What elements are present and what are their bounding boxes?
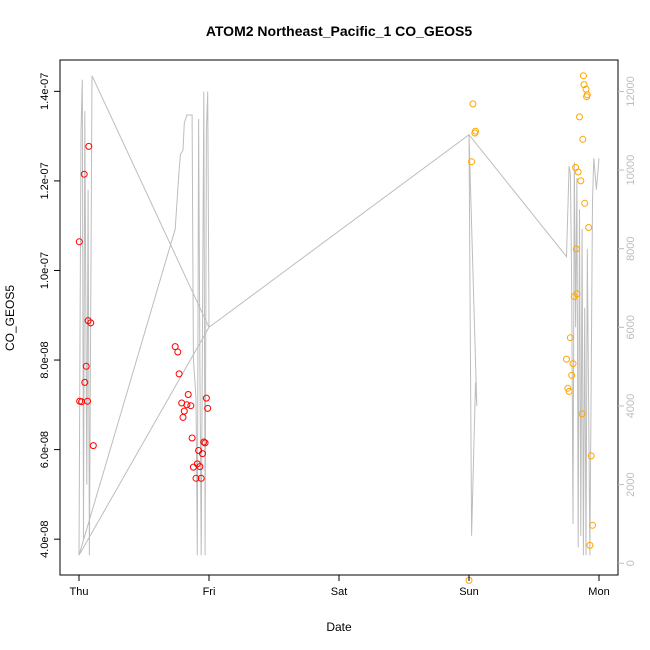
data-point-orange [589,521,596,529]
data-point-orange [579,135,587,143]
data-point-red [89,442,97,450]
data-point-red [202,394,210,402]
altitude-trace-layer [78,75,600,556]
data-point-orange [568,371,576,379]
data-point-red [199,450,206,458]
right-tick-label: 2000 [625,472,637,496]
data-point-red [204,404,212,412]
data-point-red [81,378,89,386]
data-point-red [183,401,191,409]
x-axis-label: Date [326,620,352,634]
data-point-orange [587,452,595,460]
right-tick-label: 12000 [625,76,637,107]
data-point-orange [472,127,479,135]
data-point-orange [574,168,582,176]
right-tick-label: 10000 [625,155,637,186]
data-point-red [82,362,90,370]
right-tick-label: 8000 [625,236,637,260]
data-point-orange [572,164,580,171]
y-tick-label: 1.2e-07 [39,162,51,199]
right-tick-label: 4000 [625,394,637,418]
data-point-red [174,348,182,356]
data-point-orange [573,290,581,298]
data-point-red [189,463,197,471]
y-axis-label: CO_GEOS5 [3,285,17,351]
x-tick-label: Mon [588,586,609,598]
data-point-red [197,474,205,482]
data-point-red [200,438,208,446]
data-point-orange [566,334,574,342]
data-point-orange [576,113,583,121]
right-tick-label: 6000 [625,315,637,339]
data-point-red [179,413,187,421]
data-point-orange [581,199,589,207]
y-tick-label: 6.0e-08 [39,431,51,468]
data-point-orange [468,158,476,166]
data-point-red [188,434,196,442]
data-point-orange [563,355,570,363]
data-point-red [84,397,91,405]
data-point-red [180,407,188,415]
y-tick-label: 4.0e-08 [39,521,51,558]
altitude-trace-line [78,75,600,556]
data-point-red [175,370,183,378]
data-point-red [85,142,93,150]
data-point-orange [586,541,594,549]
data-point-orange [585,224,593,231]
data-point-red [187,402,195,410]
y-tick-label: 1.0e-07 [39,252,51,289]
data-point-red [196,463,204,471]
data-point-red [80,170,88,178]
data-point-red [75,238,83,246]
data-point-red [184,391,192,398]
x-axis: Thu Fri Sat Sun Mon [70,575,610,598]
x-tick-label: Sat [331,586,348,598]
data-point-orange [564,384,572,392]
data-point-orange [578,410,586,418]
data-point-orange [583,91,591,99]
right-axis: 0 2000 4000 6000 8000 10000 12000 [618,76,637,566]
right-tick-label: 0 [625,560,637,566]
x-tick-label: Fri [203,586,216,598]
chart-title: ATOM2 Northeast_Pacific_1 CO_GEOS5 [206,23,473,39]
data-point-orange [565,387,573,395]
data-point-orange [580,81,588,89]
y-tick-label: 1.4e-07 [39,73,51,110]
data-point-orange [579,72,587,80]
data-point-orange [469,100,477,108]
data-point-orange [577,177,585,185]
y-axis: 4.0e-08 6.0e-08 8.0e-08 1.0e-07 1.2e-07 1.4e-… [39,73,60,558]
x-tick-label: Sun [459,586,479,598]
points-layer [75,72,596,584]
x-tick-label: Thu [70,586,89,598]
data-point-red [201,439,209,447]
data-point-red [192,474,200,482]
data-point-orange [569,360,577,368]
data-point-red [87,319,95,327]
data-point-orange [572,245,580,253]
plot-frame [59,59,619,576]
y-tick-label: 8.0e-08 [39,341,51,378]
data-point-red [171,343,179,351]
